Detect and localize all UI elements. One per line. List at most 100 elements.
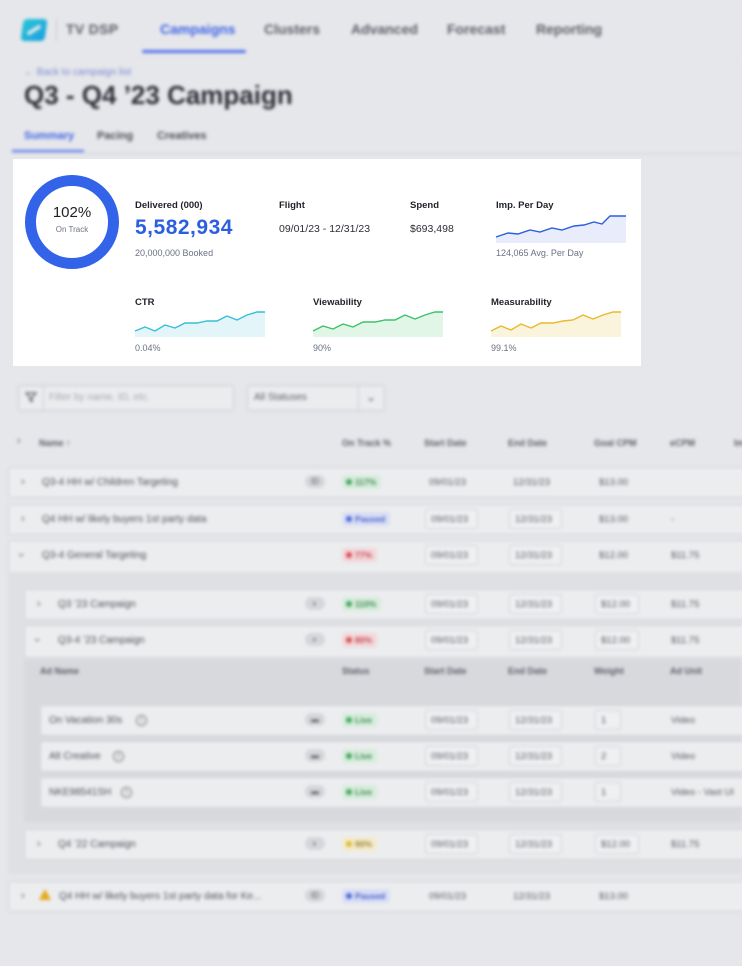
goal-cpm-field[interactable]: $12.00	[595, 834, 639, 854]
row-name[interactable]: Q3 ’23 Campaign	[58, 599, 136, 610]
start-date-field[interactable]: 09/01/23	[425, 545, 478, 565]
end-date-field[interactable]: 12/31/23	[509, 545, 562, 565]
back-to-list-link[interactable]: ← Back to campaign list	[24, 67, 132, 78]
pacing-status: On Track	[55, 225, 89, 234]
ad-unit: Video	[671, 751, 696, 762]
chevron-right-icon[interactable]: ›	[37, 838, 41, 850]
tab-pacing[interactable]: Pacing	[97, 130, 134, 142]
top-nav: TV DSP Campaigns Clusters Advanced Forec…	[0, 0, 742, 56]
status-badge: Live	[342, 713, 378, 727]
info-icon[interactable]: i	[136, 715, 147, 726]
start-date-field[interactable]: 09/01/23	[425, 710, 478, 730]
chevron-down-icon[interactable]: ›	[30, 638, 43, 642]
end-date-field[interactable]: 12/31/23	[509, 630, 562, 650]
nav-tab-clusters[interactable]: Clusters	[264, 21, 321, 37]
expand-all-chevron-icon[interactable]: ›	[17, 435, 21, 447]
ad-row[interactable]: NKE98541SH i ▬ Live 09/01/23 12/31/23 1 …	[40, 777, 742, 808]
table-row[interactable]: › Q4 ’22 Campaign ◐ 90% 09/01/23 12/31/2…	[24, 829, 742, 860]
tab-summary[interactable]: Summary	[24, 130, 75, 142]
end-date-field[interactable]: 12/31/23	[509, 509, 562, 529]
end-date: 12/31/23	[513, 891, 550, 902]
filter-divider	[43, 386, 44, 410]
status-badge: 77%	[342, 548, 378, 562]
status-select-value: All Statuses	[254, 392, 307, 403]
end-date-field[interactable]: 12/31/23	[509, 834, 562, 854]
ecpm: $11.75	[671, 599, 700, 610]
table-row[interactable]: › Q3-4 HH w/ Children Targeting ID 117% …	[8, 467, 742, 498]
status-select[interactable]: All Statuses ⌄	[247, 385, 385, 411]
chevron-right-icon[interactable]: ›	[21, 890, 25, 902]
chevron-down-icon[interactable]: ›	[14, 553, 27, 557]
table-row[interactable]: › Q3 ’23 Campaign ◐ 110% 09/01/23 12/31/…	[24, 589, 742, 620]
col-header-impressions[interactable]: Im	[734, 438, 742, 448]
ad-name[interactable]: On Vacation 30s	[49, 715, 123, 726]
nav-tab-advanced[interactable]: Advanced	[351, 21, 418, 37]
start-date-field[interactable]: 09/01/23	[425, 509, 478, 529]
spend-value: $693,498	[410, 223, 454, 235]
spend-label: Spend	[410, 200, 440, 211]
table-row[interactable]: › Q3-4 ’23 Campaign ◐ 80% 09/01/23 12/31…	[24, 625, 742, 658]
ad-col-header-status: Status	[342, 666, 370, 676]
search-input-placeholder[interactable]: Filter by name, ID, etc.	[49, 392, 150, 403]
tab-creatives[interactable]: Creatives	[157, 130, 207, 142]
row-tag: ID	[305, 475, 325, 488]
ad-name[interactable]: Alt Creative	[49, 751, 101, 762]
weight-field[interactable]: 2	[595, 746, 621, 766]
nav-tab-campaigns[interactable]: Campaigns	[160, 21, 236, 37]
campaign-icon: ◐	[305, 597, 325, 610]
chevron-right-icon[interactable]: ›	[21, 513, 25, 525]
col-header-ecpm[interactable]: eCPM	[670, 438, 696, 448]
start-date: 09/01/23	[429, 891, 466, 902]
nav-tab-reporting[interactable]: Reporting	[536, 21, 603, 37]
status-badge: 90%	[342, 837, 378, 851]
nav-tab-forecast[interactable]: Forecast	[447, 21, 506, 37]
ad-row[interactable]: Alt Creative i ▬ Live 09/01/23 12/31/23 …	[40, 741, 742, 772]
col-header-on-track[interactable]: On Track %	[342, 438, 392, 448]
info-icon[interactable]: i	[121, 787, 132, 798]
start-date-field[interactable]: 09/01/23	[425, 746, 478, 766]
viewability-label: Viewability	[313, 297, 362, 308]
ad-row[interactable]: On Vacation 30s i ▬ Live 09/01/23 12/31/…	[40, 705, 742, 736]
search-filter[interactable]: Filter by name, ID, etc.	[18, 385, 234, 411]
goal-cpm-field[interactable]: $12.00	[595, 630, 639, 650]
creative-icon: ▬	[305, 785, 325, 798]
start-date-field[interactable]: 09/01/23	[425, 594, 478, 614]
col-header-end[interactable]: End Date	[508, 438, 548, 448]
end-date-field[interactable]: 12/31/23	[509, 594, 562, 614]
row-name[interactable]: Q4 HH w/ likely buyers 1st party data fo…	[59, 891, 262, 902]
col-header-start[interactable]: Start Date	[424, 438, 467, 448]
measurability-sparkline	[490, 311, 621, 337]
row-name[interactable]: Q3-4 ’23 Campaign	[58, 635, 145, 646]
row-name[interactable]: Q4 ’22 Campaign	[58, 839, 136, 850]
info-icon[interactable]: i	[113, 751, 124, 762]
table-row[interactable]: › Q4 HH w/ likely buyers 1st party data …	[8, 881, 742, 912]
start-date-field[interactable]: 09/01/23	[425, 630, 478, 650]
table-row[interactable]: › Q3-4 General Targeting 77% 09/01/23 12…	[8, 540, 742, 573]
col-header-goal-cpm[interactable]: Goal CPM	[594, 438, 637, 448]
row-name[interactable]: Q3-4 HH w/ Children Targeting	[42, 477, 178, 488]
ecpm: $11.75	[671, 550, 700, 561]
weight-field[interactable]: 1	[595, 710, 621, 730]
ctr-sparkline	[134, 311, 265, 337]
ad-unit: Video	[671, 715, 696, 726]
end-date-field[interactable]: 12/31/23	[509, 746, 562, 766]
ecpm: $11.75	[671, 839, 700, 850]
chevron-right-icon[interactable]: ›	[37, 598, 41, 610]
weight-field[interactable]: 1	[595, 782, 621, 802]
row-name[interactable]: Q4 HH w/ likely buyers 1st party data	[42, 514, 207, 525]
start-date-field[interactable]: 09/01/23	[425, 782, 478, 802]
chevron-right-icon[interactable]: ›	[21, 476, 25, 488]
start-date-field[interactable]: 09/01/23	[425, 834, 478, 854]
col-header-name[interactable]: Name ↑	[39, 438, 71, 448]
goal-cpm-field[interactable]: $12.00	[595, 594, 639, 614]
table-row[interactable]: › Q4 HH w/ likely buyers 1st party data …	[8, 504, 742, 535]
end-date-field[interactable]: 12/31/23	[509, 710, 562, 730]
row-name[interactable]: Q3-4 General Targeting	[42, 550, 147, 561]
campaign-icon: ◐	[305, 633, 325, 646]
ad-name[interactable]: NKE98541SH	[49, 787, 112, 798]
brand-name: TV DSP	[66, 21, 119, 37]
end-date-field[interactable]: 12/31/23	[509, 782, 562, 802]
status-badge: 117%	[342, 475, 382, 489]
chevron-down-icon[interactable]: ⌄	[366, 390, 377, 404]
